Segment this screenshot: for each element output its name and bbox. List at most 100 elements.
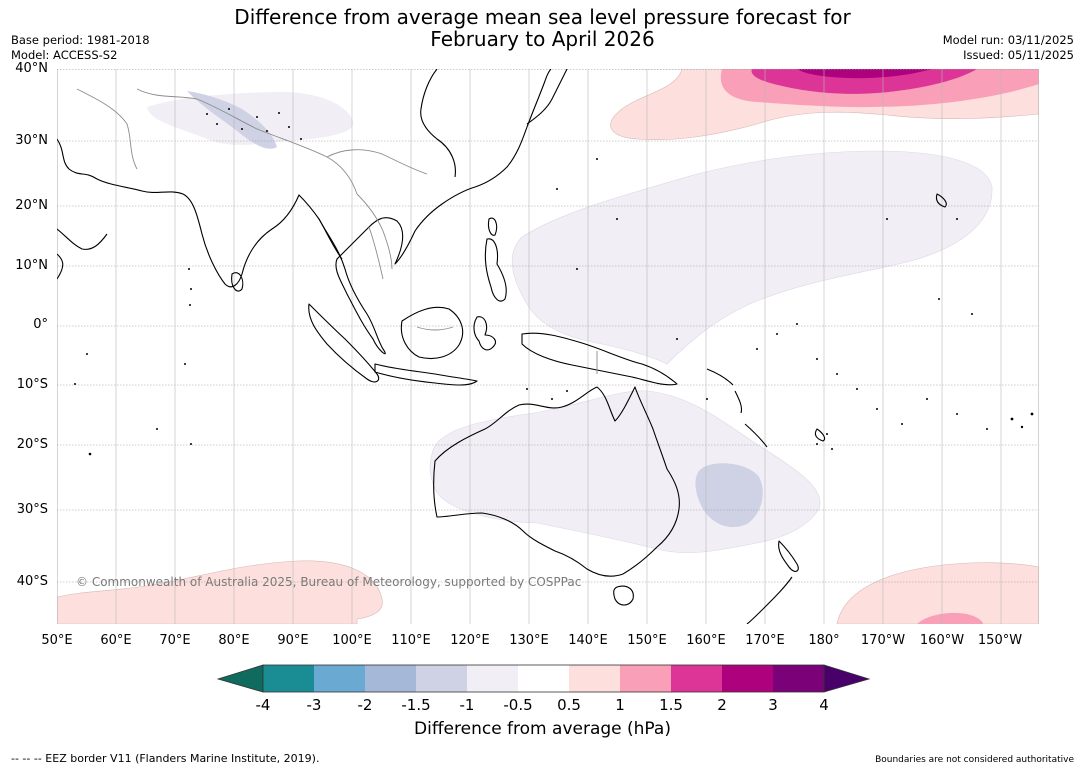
lon-label-100e: 100°E — [332, 633, 372, 648]
lat-label-10s: 10°S — [16, 377, 48, 392]
colorbar-tick: -2 — [357, 696, 373, 714]
lat-label-20n: 20°N — [15, 198, 48, 213]
colorbar-swatch-6 — [518, 665, 569, 692]
anomaly-area-west-pacific-neg — [511, 150, 993, 365]
coast-china-north — [420, 69, 456, 178]
colorbar-swatch-11 — [773, 665, 824, 692]
colorbar-tick: 4 — [819, 696, 829, 714]
border-south-asia — [136, 88, 358, 195]
coastlines — [57, 69, 947, 624]
lon-label-110e: 110°E — [391, 633, 431, 648]
model-run: Model run: 03/11/2025 — [942, 33, 1074, 47]
lat-label-30n: 30°N — [15, 133, 48, 148]
anomaly-area-southeast-pos-1 — [917, 613, 983, 624]
colorbar-low-extension — [216, 664, 264, 693]
lon-label-170w: 170°W — [860, 633, 906, 648]
lon-label-150w: 150°W — [977, 633, 1023, 648]
colorbar-tick: 2 — [717, 696, 727, 714]
border-indochina — [356, 193, 393, 270]
anomaly-area-southeast-pos — [836, 562, 1039, 624]
coast-taiwan — [487, 217, 498, 236]
border-borneo — [416, 326, 454, 331]
colorbar-swatch-8 — [620, 665, 671, 692]
colorbar-tick: -1.5 — [401, 696, 431, 714]
border-mekong — [368, 226, 384, 280]
coast-japan — [526, 69, 568, 125]
lon-label-160w: 160°W — [919, 633, 965, 648]
coast-fiji — [814, 428, 826, 442]
base-period: Base period: 1981-2018 — [11, 33, 150, 47]
meridians — [57, 69, 1039, 624]
lon-label-70e: 70°E — [159, 633, 191, 648]
lon-label-130e: 130°E — [509, 633, 549, 648]
coast-java — [374, 363, 478, 386]
border-west-asia — [76, 88, 138, 170]
colorbar-title: Difference from average (hPa) — [414, 719, 671, 739]
pressure-anomaly-map — [57, 69, 1039, 624]
coast-hawaii — [935, 193, 947, 208]
colorbar-tick: 1.5 — [659, 696, 683, 714]
run-info: Model run: 03/11/2025 Issued: 05/11/2025 — [943, 33, 1074, 63]
border-china-south — [326, 149, 428, 175]
lat-label-30s: 30°S — [16, 502, 48, 517]
model-name: Model: ACCESS-S2 — [11, 48, 118, 62]
lon-label-80e: 80°E — [218, 633, 250, 648]
anomaly-area-north-pacific-2 — [797, 69, 932, 79]
coast-tasmania — [613, 585, 634, 606]
boundaries-note: Boundaries are not considered authoritat… — [875, 755, 1074, 765]
lon-label-90e: 90°E — [277, 633, 309, 648]
map-canvas — [57, 69, 1039, 624]
colorbar-tick: 3 — [768, 696, 778, 714]
coast-sri-lanka — [231, 272, 244, 292]
coast-sulawesi — [473, 316, 496, 351]
lon-label-120e: 120°E — [450, 633, 490, 648]
anomaly-area-australia-neg — [429, 390, 821, 554]
country-borders — [76, 88, 598, 374]
colorbar-swatch-2 — [314, 665, 365, 692]
coast-africa-horn — [57, 253, 64, 280]
colorbar-swatch-5 — [467, 665, 518, 692]
eez-note: -- -- -- EEZ border V11 (Flanders Marine… — [11, 752, 320, 765]
lon-label-160e: 160°E — [686, 633, 726, 648]
colorbar-tick: -4 — [255, 696, 271, 714]
coast-new-zealand-north — [778, 540, 799, 572]
colorbar-swatch-1 — [263, 665, 314, 692]
coast-borneo — [400, 306, 464, 360]
colorbar-swatch-4 — [416, 665, 467, 692]
issued-date: Issued: 05/11/2025 — [963, 48, 1074, 62]
lon-label-140e: 140°E — [568, 633, 608, 648]
colorbar-swatch-9 — [671, 665, 722, 692]
coast-new-zealand-south — [746, 576, 793, 624]
colorbar-high-extension — [823, 664, 871, 693]
coast-arabia — [57, 138, 343, 288]
colorbar-tick: 0.5 — [557, 696, 581, 714]
anomaly-area-north-pacific-1.5 — [751, 69, 977, 94]
lat-label-40n: 40°N — [15, 61, 48, 76]
colorbar-tick: -1 — [459, 696, 475, 714]
coast-australia — [433, 386, 680, 577]
title-line-1: Difference from average mean sea level p… — [234, 5, 851, 29]
map-title: Difference from average mean sea level p… — [0, 6, 1085, 50]
anomaly-shading — [57, 69, 1039, 624]
coast-indochina — [318, 69, 552, 355]
coast-vanuatu — [734, 390, 743, 414]
anomaly-area-southwest-pos — [57, 560, 383, 624]
coast-sumatra — [308, 303, 380, 383]
small-islands — [74, 108, 1034, 456]
lat-label-40s: 40°S — [16, 574, 48, 589]
anomaly-area-australia-neg-1.5 — [695, 463, 763, 528]
coast-arabia-south — [57, 228, 108, 250]
lon-label-150e: 150°E — [627, 633, 667, 648]
lon-label-180: 180° — [808, 633, 840, 648]
colorbar-tick: -0.5 — [503, 696, 533, 714]
lon-label-170e: 170°E — [745, 633, 785, 648]
colorbar-tick: -3 — [306, 696, 322, 714]
lon-label-60e: 60°E — [100, 633, 132, 648]
title-line-2: February to April 2026 — [430, 27, 655, 51]
lat-label-20s: 20°S — [16, 437, 48, 452]
lat-label-10n: 10°N — [15, 258, 48, 273]
lon-label-50e: 50°E — [41, 633, 73, 648]
coast-solomons — [706, 368, 734, 386]
lat-label-0: 0° — [33, 317, 48, 332]
coast-new-caledonia — [744, 423, 768, 448]
